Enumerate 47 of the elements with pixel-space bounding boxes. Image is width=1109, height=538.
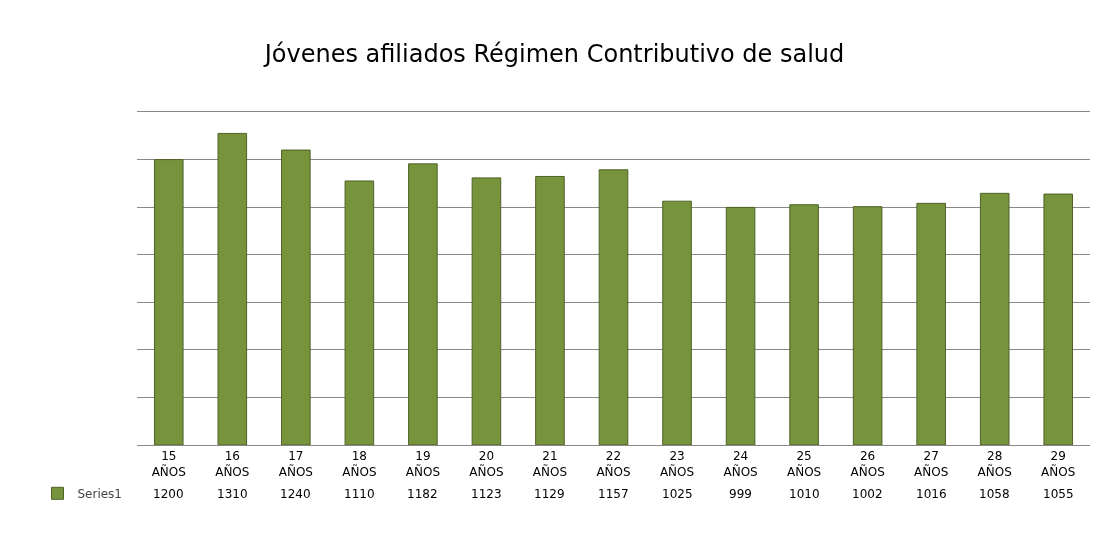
- data-label: 1310: [217, 487, 248, 501]
- x-tick-label: 19 AÑOS: [405, 449, 441, 479]
- x-tick-label: 27 AÑOS: [914, 449, 949, 479]
- bar: [852, 206, 883, 445]
- bar: [344, 180, 375, 445]
- bar: [598, 169, 629, 445]
- data-label: 1110: [344, 487, 375, 501]
- x-tick-label: 29 AÑOS: [1041, 449, 1076, 479]
- x-tick-label: 23 AÑOS: [659, 449, 695, 479]
- x-tick-label: 17 AÑOS: [278, 449, 313, 479]
- x-tick-label: 16 AÑOS: [215, 449, 250, 479]
- x-tick-label: 24 AÑOS: [723, 449, 758, 479]
- x-tick-label: 21 AÑOS: [532, 449, 568, 479]
- bar: [916, 202, 946, 445]
- x-tick-label: 26 AÑOS: [850, 449, 885, 479]
- data-label: 1055: [1043, 487, 1074, 501]
- bar: [662, 200, 692, 445]
- bar: [408, 163, 438, 445]
- bar: [153, 159, 184, 445]
- x-tick-label: 22 AÑOS: [596, 449, 631, 479]
- x-tick-label: 18 AÑOS: [342, 449, 377, 479]
- bar: [217, 132, 248, 445]
- chart-title: Jóvenes afiliados Régimen Contributivo de salud: [262, 40, 845, 69]
- data-label: 1129: [534, 487, 565, 501]
- bar: [1043, 193, 1074, 445]
- data-label: 999: [729, 487, 752, 501]
- legend-label: Series1: [77, 486, 123, 501]
- data-label: 1182: [407, 487, 438, 501]
- x-tick-label: 28 AÑOS: [977, 449, 1012, 479]
- bar: [725, 206, 756, 445]
- bar: [281, 149, 311, 445]
- data-label: 1025: [662, 487, 693, 501]
- data-label: 1016: [916, 487, 947, 501]
- data-label: 1002: [852, 487, 883, 501]
- bar: [535, 175, 565, 445]
- x-tick-label: 20 AÑOS: [469, 449, 504, 479]
- data-label: 1123: [471, 487, 502, 501]
- data-label: 1157: [598, 487, 629, 501]
- x-tick-label: 15 AÑOS: [151, 449, 186, 479]
- data-label: 1058: [979, 487, 1010, 501]
- bar: [471, 177, 502, 445]
- bar: [789, 204, 819, 445]
- data-label: 1240: [280, 487, 311, 501]
- data-label: 1200: [153, 487, 184, 501]
- data-label: 1010: [789, 487, 820, 501]
- x-tick-label: 25 AÑOS: [786, 449, 822, 479]
- bar: [979, 192, 1010, 445]
